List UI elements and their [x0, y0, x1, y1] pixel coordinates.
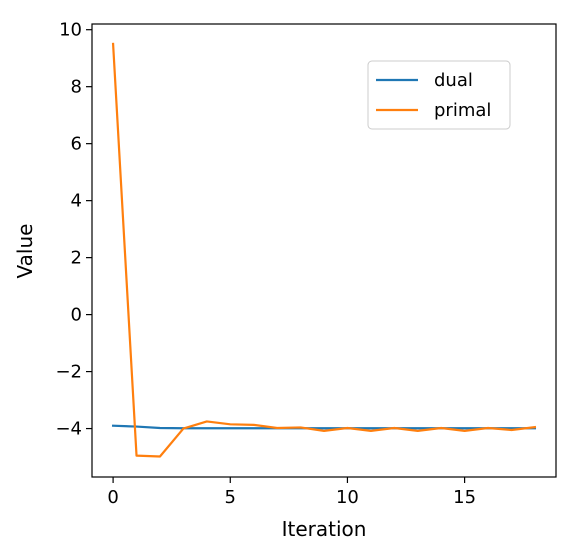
y-tick-label: 6: [71, 134, 82, 155]
series-line-primal: [111, 42, 537, 458]
x-axis-label: Iteration: [282, 517, 367, 541]
plot-frame: [91, 23, 557, 478]
y-tick-label: 2: [71, 248, 82, 269]
legend-label-primal: primal: [434, 100, 491, 121]
plot-lines: [111, 42, 537, 458]
x-tick-label: 0: [107, 487, 118, 508]
y-tick-label: −4: [55, 419, 82, 440]
legend-label-dual: dual: [434, 70, 473, 91]
y-tick-label: 4: [71, 191, 82, 212]
y-axis-label: Value: [13, 224, 37, 279]
y-tick-label: 10: [59, 20, 82, 41]
y-axis: −4 −2 0 2 4 6 8 10: [55, 20, 92, 440]
y-tick-label: −2: [55, 362, 82, 383]
x-tick-label: 15: [453, 487, 476, 508]
legend: dual primal: [367, 60, 511, 130]
legend-box: [367, 60, 511, 130]
x-tick-label: 10: [336, 487, 359, 508]
y-tick-label: 0: [71, 305, 82, 326]
y-tick-label: 8: [71, 77, 82, 98]
x-tick-label: 5: [225, 487, 236, 508]
x-axis: 0 5 10 15: [107, 477, 476, 508]
